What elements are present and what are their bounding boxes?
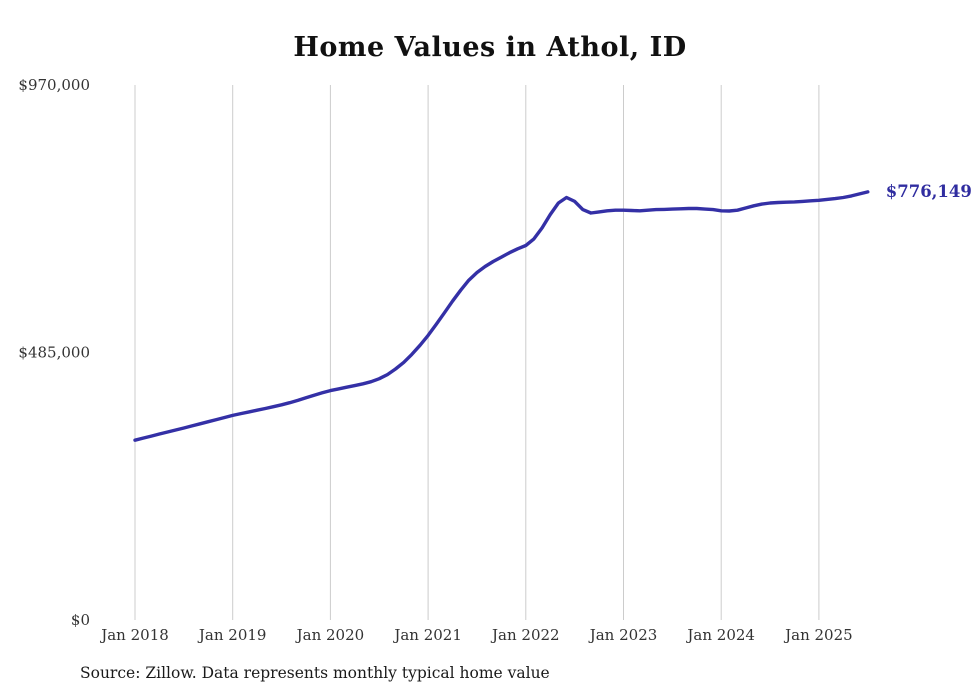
y-tick-label: $485,000 <box>18 344 90 362</box>
value-line <box>133 190 870 442</box>
x-tick-label: Jan 2018 <box>99 626 169 644</box>
y-tick-label: $0 <box>71 611 90 629</box>
current-value-label: $776,149 <box>886 182 972 201</box>
x-tick-label: Jan 2020 <box>295 626 365 644</box>
x-tick-label: Jan 2023 <box>588 626 658 644</box>
x-tick-label: Jan 2024 <box>685 626 755 644</box>
source-note: Source: Zillow. Data represents monthly … <box>80 664 550 682</box>
y-axis-labels: $0 $485,000 $970,000 <box>18 76 90 629</box>
chart-title: Home Values in Athol, ID <box>293 32 687 63</box>
x-tick-label: Jan 2022 <box>490 626 560 644</box>
x-tick-label: Jan 2021 <box>392 626 462 644</box>
x-tick-label: Jan 2019 <box>197 626 267 644</box>
x-axis-labels: Jan 2018 Jan 2019 Jan 2020 Jan 2021 Jan 2022… <box>99 626 852 644</box>
y-tick-label: $970,000 <box>18 76 90 94</box>
gridlines <box>134 85 820 620</box>
x-tick-label: Jan 2025 <box>783 626 853 644</box>
